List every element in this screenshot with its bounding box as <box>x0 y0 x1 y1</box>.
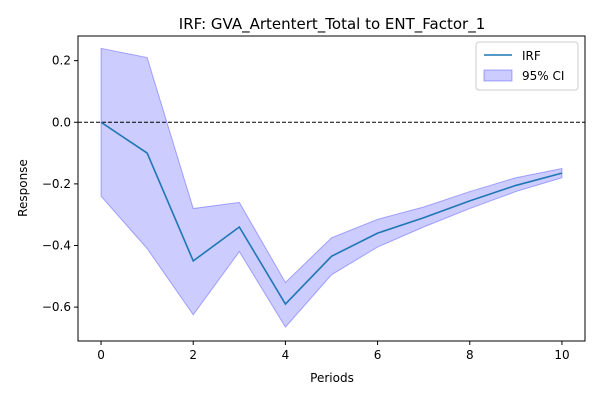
legend: IRF 95% CI <box>475 41 579 91</box>
plot-area <box>77 35 586 342</box>
confidence-band-layer <box>100 47 563 328</box>
x-tick-label: 10 <box>554 348 569 362</box>
y-tick-label: 0.0 <box>52 115 71 129</box>
confidence-band <box>100 47 563 328</box>
y-tick-label: −0.4 <box>42 238 71 252</box>
y-tick-label: 0.2 <box>52 54 71 68</box>
y-tick-label: −0.2 <box>42 177 71 191</box>
x-tick-label: 8 <box>466 348 474 362</box>
x-axis-label: Periods <box>310 371 354 385</box>
y-tick-label: −0.6 <box>42 300 71 314</box>
legend-label-ci: 95% CI <box>522 69 564 83</box>
x-tick-label: 0 <box>97 348 105 362</box>
legend-box <box>475 41 579 91</box>
chart-title: IRF: GVA_Artentert_Total to ENT_Factor_1 <box>179 15 485 34</box>
x-tick-label: 4 <box>282 348 290 362</box>
x-tick-label: 6 <box>374 348 382 362</box>
y-axis-label: Response <box>16 159 30 217</box>
y-axis: 0.2 0.0 −0.2 −0.4 −0.6 <box>42 54 78 314</box>
legend-label-irf: IRF <box>522 49 541 63</box>
series-line-irf <box>100 121 563 306</box>
plot-frame <box>77 35 586 342</box>
x-axis: 0 2 4 6 8 10 <box>97 341 570 362</box>
series-line-layer <box>100 121 563 306</box>
legend-swatch-ci <box>483 69 513 82</box>
x-tick-label: 2 <box>189 348 197 362</box>
